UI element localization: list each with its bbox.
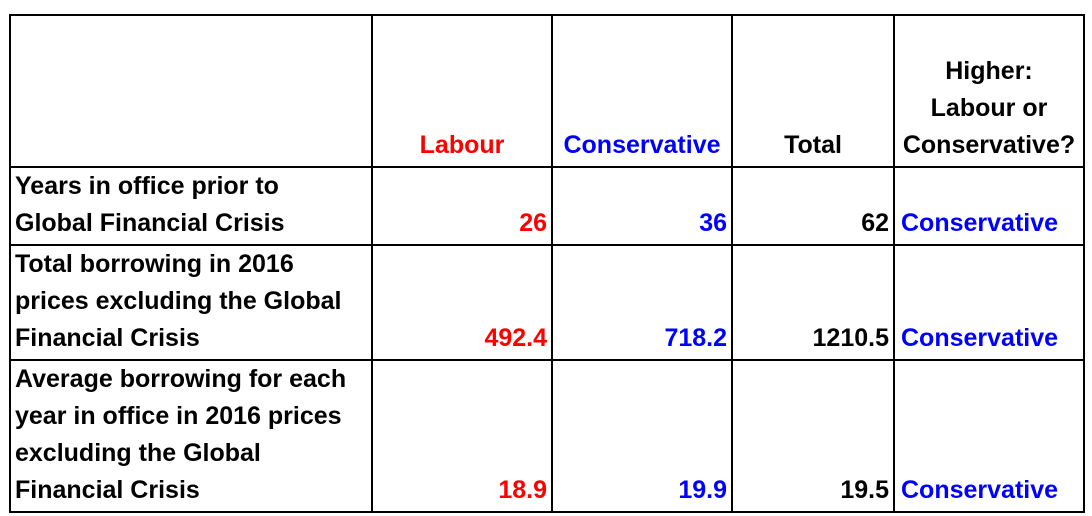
labour-value: 492.4 [371, 244, 553, 361]
row-label-line: Years in office prior to [15, 172, 279, 200]
total-value: 1210.5 [731, 244, 895, 361]
row-label-line: Total borrowing in 2016 [15, 250, 294, 278]
row-label-line: Average borrowing for each [15, 365, 347, 393]
table-row: Years in office prior to Global Financial… [9, 166, 1085, 246]
labour-value: 18.9 [371, 359, 553, 513]
table-header-row: Labour Conservative Total Higher: Labour … [9, 14, 1085, 168]
higher-value: Conservative [893, 244, 1085, 361]
total-value: 19.5 [731, 359, 895, 513]
table-row: Average borrowing for each year in office… [9, 359, 1085, 513]
conservative-value: 19.9 [551, 359, 733, 513]
conservative-value: 718.2 [551, 244, 733, 361]
row-label-line: year in office in 2016 prices [15, 402, 342, 430]
labour-value: 26 [371, 166, 553, 246]
header-higher-line: Labour or [930, 94, 1048, 122]
borrowing-table: Labour Conservative Total Higher: Labour … [9, 14, 1085, 513]
header-labour: Labour [371, 14, 553, 168]
header-higher: Higher: Labour or Conservative? [893, 14, 1085, 168]
header-higher-line: Conservative? [902, 131, 1076, 159]
total-value: 62 [731, 166, 895, 246]
row-label-line: Financial Crisis [15, 324, 200, 352]
header-empty-cell [9, 14, 373, 168]
row-label-line: excluding the Global [15, 439, 261, 467]
higher-value: Conservative [893, 359, 1085, 513]
table-row: Total borrowing in 2016 prices excluding … [9, 244, 1085, 361]
conservative-value: 36 [551, 166, 733, 246]
header-conservative: Conservative [551, 14, 733, 168]
row-label-line: Financial Crisis [15, 476, 200, 504]
higher-value: Conservative [893, 166, 1085, 246]
row-label: Average borrowing for each year in office… [9, 359, 373, 513]
row-label-line: Global Financial Crisis [15, 209, 285, 237]
row-label: Years in office prior to Global Financial… [9, 166, 373, 246]
row-label-line: prices excluding the Global [15, 287, 342, 315]
row-label: Total borrowing in 2016 prices excluding … [9, 244, 373, 361]
header-total: Total [731, 14, 895, 168]
header-higher-line: Higher: [945, 57, 1033, 85]
